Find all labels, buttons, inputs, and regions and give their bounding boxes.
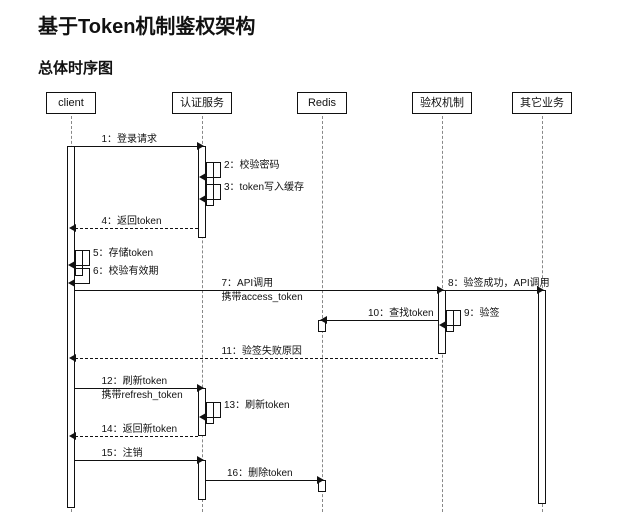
arrow-icon [199,413,206,421]
message-line [446,290,538,291]
message-line [206,480,318,481]
message-self [206,402,221,418]
message-line [75,228,198,229]
arrow-icon [197,384,204,392]
arrow-icon [437,286,444,294]
participant-client: client [46,92,96,114]
message-line [75,358,438,359]
message-label: 2：校验密码 [224,160,280,172]
message-label: 7：API调用 [222,278,274,290]
message-label: 4：返回token [102,216,162,228]
message-label: 11：验签失败原因 [222,346,302,358]
activation-bar [198,460,206,500]
message-label: 10：查找token [368,308,434,320]
arrow-icon [199,173,206,181]
sequence-diagram: client 认证服务 Redis 验权机制 其它业务 1：登录请求 2：校验密码 3：tok… [38,92,602,512]
message-label: 3：token写入缓存 [224,182,304,194]
arrow-icon [197,142,204,150]
message-line [75,388,198,389]
message-self [206,162,221,178]
section-title: 总体时序图 [38,57,602,78]
participant-redis: Redis [297,92,347,114]
message-sublabel: 携带refresh_token [102,390,183,402]
arrow-icon [68,261,75,269]
message-label: 8：验签成功，API调用 [448,278,550,290]
message-label: 9：验签 [464,308,500,320]
message-self [206,184,221,200]
message-self [75,268,90,284]
message-line [75,290,438,291]
arrow-icon [69,224,76,232]
arrow-icon [69,354,76,362]
activation-bar [198,388,206,436]
message-label: 5：存储token [93,248,153,260]
message-label: 1：登录请求 [102,134,158,146]
lifeline-redis [322,116,323,512]
arrow-icon [320,316,327,324]
message-label: 14：返回新token [102,424,178,436]
message-label: 15：注销 [102,448,143,460]
arrow-icon [197,456,204,464]
message-label: 6：校验有效期 [93,266,159,278]
arrow-icon [68,279,75,287]
message-label: 13：刷新token [224,400,290,412]
arrow-icon [317,476,324,484]
message-line [75,436,198,437]
arrow-icon [199,195,206,203]
page-root: 基于Token机制鉴权架构 总体时序图 client 认证服务 Redis 验权机制 其… [0,0,640,524]
activation-bar [198,146,206,238]
message-self [446,310,461,326]
message-label: 16：删除token [227,468,293,480]
message-line [326,320,438,321]
message-sublabel: 携带access_token [222,292,303,304]
message-self [75,250,90,266]
participant-auth: 认证服务 [172,92,232,114]
participant-verify: 验权机制 [412,92,472,114]
message-line [75,146,198,147]
arrow-icon [439,321,446,329]
activation-bar [538,290,546,504]
message-label: 12：刷新token [102,376,168,388]
message-line [75,460,198,461]
activation-bar [67,146,75,508]
participant-other: 其它业务 [512,92,572,114]
page-title: 基于Token机制鉴权架构 [38,10,602,39]
arrow-icon [69,432,76,440]
